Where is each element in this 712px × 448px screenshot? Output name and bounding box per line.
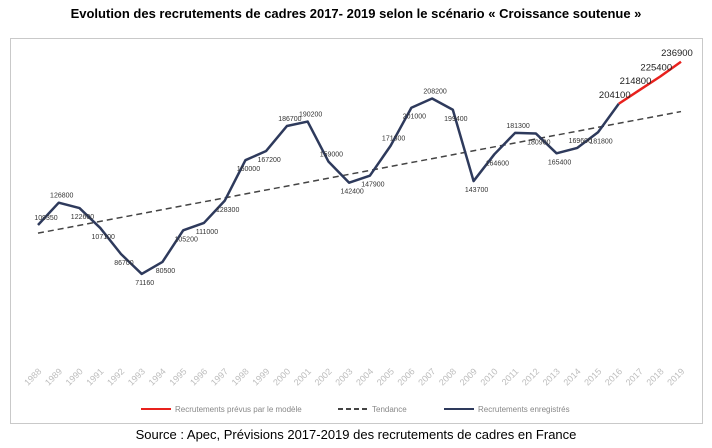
data-label: 126800 bbox=[50, 193, 73, 200]
legend-label: Tendance bbox=[372, 405, 407, 414]
x-tick-label: 2005 bbox=[375, 366, 396, 387]
x-tick-label: 1995 bbox=[167, 366, 188, 387]
x-tick-label: 1990 bbox=[64, 366, 85, 387]
forecast-data-label: 225400 bbox=[640, 62, 672, 73]
x-tick-label: 2015 bbox=[582, 366, 603, 387]
x-tick-label: 2000 bbox=[271, 366, 292, 387]
x-tick-label: 1994 bbox=[147, 366, 168, 387]
data-label: 167200 bbox=[257, 157, 280, 164]
x-tick-label: 1996 bbox=[188, 366, 209, 387]
data-label: 142400 bbox=[340, 189, 363, 196]
data-label: 165400 bbox=[548, 159, 571, 166]
data-label: 143700 bbox=[465, 187, 488, 194]
x-tick-label: 2011 bbox=[500, 366, 521, 387]
x-tick-label: 2001 bbox=[292, 366, 313, 387]
x-tick-label: 2014 bbox=[561, 366, 582, 387]
x-tick-label: 2004 bbox=[354, 366, 375, 387]
x-tick-label: 2019 bbox=[665, 366, 686, 387]
x-tick-label: 1998 bbox=[230, 366, 251, 387]
x-tick-label: 2013 bbox=[541, 366, 562, 387]
x-tick-label: 2016 bbox=[603, 366, 624, 387]
legend-label: Recrutements enregistrés bbox=[478, 405, 570, 414]
x-tick-label: 1989 bbox=[43, 366, 64, 387]
series-line-forecast bbox=[618, 60, 682, 105]
x-tick-label: 2012 bbox=[520, 366, 541, 387]
x-tick-label: 1999 bbox=[250, 366, 271, 387]
x-tick-label: 1997 bbox=[209, 366, 230, 387]
data-label: 147900 bbox=[361, 182, 384, 189]
data-label: 86700 bbox=[114, 260, 134, 267]
x-tick-label: 2006 bbox=[396, 366, 417, 387]
data-label: 159000 bbox=[320, 151, 343, 158]
x-tick-label: 2017 bbox=[624, 366, 645, 387]
x-tick-label: 1993 bbox=[126, 366, 147, 387]
source-note: Source : Apec, Prévisions 2017-2019 des … bbox=[135, 427, 577, 442]
data-label: 181800 bbox=[589, 138, 612, 145]
chart-frame bbox=[10, 38, 703, 424]
data-label: 160000 bbox=[237, 166, 260, 173]
data-label: 199400 bbox=[444, 116, 467, 123]
data-label: 201000 bbox=[403, 114, 426, 121]
forecast-data-label: 214800 bbox=[620, 76, 652, 87]
forecast-data-label: 236900 bbox=[661, 48, 693, 59]
chart-title: Evolution des recrutements de cadres 201… bbox=[70, 6, 642, 21]
x-tick-label: 2018 bbox=[644, 366, 665, 387]
data-label: 180900 bbox=[527, 139, 550, 146]
data-label: 169600 bbox=[569, 138, 592, 145]
x-tick-label: 1988 bbox=[22, 366, 43, 387]
x-tick-label: 2002 bbox=[313, 366, 334, 387]
forecast-data-label: 204100 bbox=[599, 90, 631, 101]
x-tick-label: 2010 bbox=[479, 366, 500, 387]
x-tick-label: 2008 bbox=[437, 366, 458, 387]
x-tick-label: 1991 bbox=[84, 366, 105, 387]
trend-line bbox=[37, 110, 682, 234]
x-tick-label: 2007 bbox=[416, 366, 437, 387]
data-label: 71160 bbox=[135, 280, 154, 287]
x-tick-label: 1992 bbox=[105, 366, 126, 387]
data-label: 171300 bbox=[382, 136, 405, 143]
data-label: 208200 bbox=[423, 89, 446, 96]
data-label: 105200 bbox=[175, 236, 198, 243]
data-label: 190200 bbox=[299, 112, 322, 119]
legend-label: Recrutements prévus par le modèle bbox=[175, 405, 302, 414]
series-line-recorded bbox=[37, 97, 620, 276]
data-label: 107100 bbox=[92, 234, 115, 241]
data-label: 128300 bbox=[216, 207, 239, 214]
x-tick-label: 2009 bbox=[458, 366, 479, 387]
data-label: 111000 bbox=[196, 229, 218, 236]
data-label: 80500 bbox=[156, 268, 176, 275]
data-label: 181300 bbox=[506, 123, 529, 130]
x-tick-label: 2003 bbox=[333, 366, 354, 387]
data-label: 122600 bbox=[71, 214, 94, 221]
data-label: 186700 bbox=[278, 116, 301, 123]
data-label: 164600 bbox=[486, 160, 509, 167]
data-label: 109350 bbox=[34, 215, 57, 222]
